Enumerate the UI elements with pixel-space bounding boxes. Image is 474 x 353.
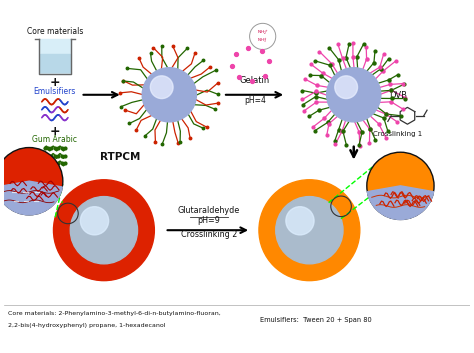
Text: Crosslinking 2: Crosslinking 2 bbox=[181, 229, 237, 239]
Circle shape bbox=[0, 148, 63, 215]
Text: +: + bbox=[50, 76, 60, 89]
Text: 2,2-bis(4-hydroxyphenyl) propane, 1-hexadecanol: 2,2-bis(4-hydroxyphenyl) propane, 1-hexa… bbox=[8, 323, 166, 328]
Text: RTPCM: RTPCM bbox=[100, 152, 140, 162]
Text: Core materials: Core materials bbox=[27, 27, 83, 36]
Wedge shape bbox=[367, 186, 434, 220]
Circle shape bbox=[335, 76, 357, 98]
Circle shape bbox=[250, 23, 276, 49]
Circle shape bbox=[367, 152, 434, 220]
Circle shape bbox=[150, 76, 173, 98]
Text: Crosslinking 1: Crosslinking 1 bbox=[374, 131, 423, 137]
Text: Glutaraldehyde: Glutaraldehyde bbox=[178, 206, 240, 215]
Text: pH=9: pH=9 bbox=[198, 216, 220, 225]
Text: Gum Arabic: Gum Arabic bbox=[32, 135, 77, 144]
Text: Emulsifiers: Emulsifiers bbox=[34, 87, 76, 96]
Circle shape bbox=[286, 207, 314, 235]
Text: Gelatin: Gelatin bbox=[240, 76, 270, 84]
Text: DVB: DVB bbox=[389, 91, 407, 100]
Text: Core materials: 2-Phenylamino-3-methyl-6-di-n-butylamino-fluoran,: Core materials: 2-Phenylamino-3-methyl-6… bbox=[8, 311, 221, 316]
Text: $\mathrm{NH_2^+}$: $\mathrm{NH_2^+}$ bbox=[257, 29, 268, 38]
Text: Emulsifiers:  Tween 20 + Span 80: Emulsifiers: Tween 20 + Span 80 bbox=[260, 317, 372, 323]
Text: $\mathrm{NH_3^+}$: $\mathrm{NH_3^+}$ bbox=[257, 36, 268, 44]
Polygon shape bbox=[38, 39, 71, 74]
Text: pH=4: pH=4 bbox=[244, 96, 266, 105]
Circle shape bbox=[327, 68, 381, 122]
Circle shape bbox=[54, 180, 155, 281]
Circle shape bbox=[81, 207, 109, 235]
Polygon shape bbox=[40, 54, 70, 72]
Circle shape bbox=[70, 197, 137, 264]
Circle shape bbox=[259, 180, 360, 281]
Circle shape bbox=[276, 197, 343, 264]
Wedge shape bbox=[0, 181, 62, 215]
Text: +: + bbox=[50, 125, 60, 138]
Circle shape bbox=[142, 68, 196, 122]
